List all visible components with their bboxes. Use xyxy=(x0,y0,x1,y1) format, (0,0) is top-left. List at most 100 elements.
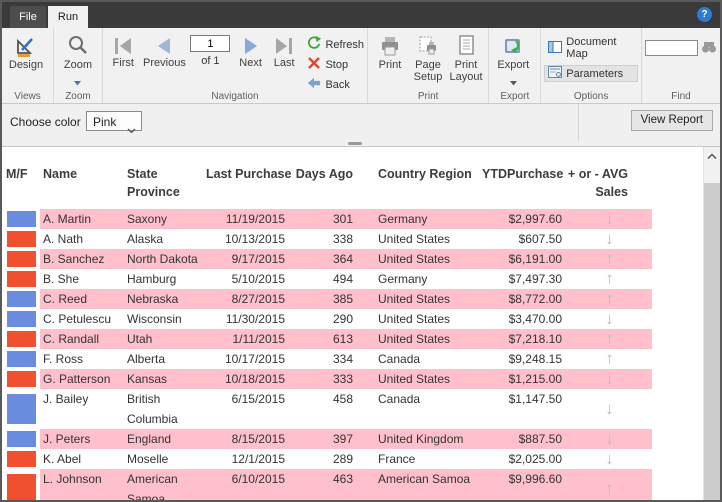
document-map-icon xyxy=(548,40,563,56)
parameter-divider xyxy=(578,104,579,140)
cell-country: United States xyxy=(354,289,482,309)
cell-name: L. Johnson xyxy=(40,469,124,500)
cell-days_ago: 338 xyxy=(332,232,353,246)
color-dropdown-value: Pink xyxy=(93,115,117,129)
parameter-splitter[interactable] xyxy=(2,140,720,147)
mf-cell xyxy=(6,429,40,449)
trend-up-icon: ↑ xyxy=(567,469,652,500)
report-viewport: M/F Name State Province Last Purchase Days Ag… xyxy=(2,147,703,500)
print-layout-button[interactable]: Print Layout xyxy=(447,31,485,83)
refresh-button[interactable]: Refresh xyxy=(307,36,364,53)
ribbon: Design Views Zoom Zoom First xyxy=(2,28,720,104)
page-setup-icon xyxy=(416,33,440,59)
print-layout-icon xyxy=(454,33,478,59)
zoom-icon xyxy=(66,33,90,59)
mf-cell xyxy=(6,329,40,349)
back-button[interactable]: Back xyxy=(307,76,364,93)
cell-state: British Columbia xyxy=(127,392,178,426)
cell-name: J. Peters xyxy=(40,429,124,449)
report-table-body: A. Martin Saxony 11/19/2015 301 Germany $2,99… xyxy=(6,209,652,500)
trend-up-icon: ↑ xyxy=(605,269,614,288)
cell-ytd: $607.50 xyxy=(518,232,562,246)
stop-button[interactable]: Stop xyxy=(307,56,364,73)
scroll-up-button[interactable] xyxy=(704,147,720,164)
parameters-toggle[interactable]: Parameters xyxy=(544,65,638,82)
cell-ytd: $9,996.60 xyxy=(482,469,567,500)
table-row: C. Reed Nebraska 8/27/2015 385 United States… xyxy=(6,289,652,309)
page-setup-button[interactable]: Page Setup xyxy=(409,31,447,83)
table-row: C. Randall Utah 1/11/2015 613 United States $… xyxy=(6,329,652,349)
table-row: K. Abel Moselle 12/1/2015 289 France $2,025.0… xyxy=(6,449,652,469)
trend-up-icon: ↑ xyxy=(605,349,614,368)
ribbon-group-navigation: First Previous of 1 Next xyxy=(103,28,368,103)
document-map-label: Document Map xyxy=(566,36,617,60)
gender-color-swatch xyxy=(7,451,36,467)
cell-country: United States xyxy=(354,369,482,389)
back-label: Back xyxy=(325,78,350,91)
vertical-scrollbar[interactable] xyxy=(703,147,720,500)
print-icon xyxy=(378,33,402,59)
cell-country: Germany xyxy=(354,209,482,229)
cell-state: Alaska xyxy=(127,232,164,246)
cell-last_purchase: 10/13/2015 xyxy=(224,232,285,246)
ribbon-group-zoom: Zoom Zoom xyxy=(54,28,103,103)
cell-state: Hamburg xyxy=(127,272,177,286)
gender-color-swatch xyxy=(7,211,36,227)
previous-page-label: Previous xyxy=(143,57,186,69)
find-icon[interactable] xyxy=(701,40,717,59)
trend-down-icon: ↓ xyxy=(567,369,652,389)
cell-last_purchase: 9/17/2015 xyxy=(206,249,288,269)
refresh-icon xyxy=(307,36,322,53)
cell-country: United States xyxy=(378,312,451,326)
color-dropdown[interactable]: Pink xyxy=(86,111,142,134)
cell-days_ago: 458 xyxy=(332,392,353,406)
gender-color-swatch xyxy=(7,271,36,287)
cell-last_purchase: 5/10/2015 xyxy=(231,272,285,286)
cell-last_purchase: 6/15/2015 xyxy=(231,392,285,406)
group-label-find: Find xyxy=(671,91,691,102)
cell-ytd: $2,025.00 xyxy=(508,452,562,466)
tab-run[interactable]: Run xyxy=(48,6,88,28)
last-page-button[interactable]: Last xyxy=(269,31,300,69)
cell-state: Alberta xyxy=(127,352,166,366)
cell-days_ago: 613 xyxy=(288,329,354,349)
view-report-button[interactable]: View Report xyxy=(630,110,713,131)
design-button-label: Design xyxy=(8,59,44,71)
print-button[interactable]: Print xyxy=(371,31,409,71)
chevron-down-icon[interactable] xyxy=(74,73,82,91)
cell-state: Utah xyxy=(124,329,206,349)
mf-cell xyxy=(6,349,40,369)
find-input[interactable] xyxy=(645,40,698,56)
cell-ytd: $6,191.00 xyxy=(482,249,567,269)
gender-color-swatch xyxy=(7,371,36,387)
previous-page-button[interactable]: Previous xyxy=(140,31,188,69)
gender-color-swatch xyxy=(7,311,36,327)
cell-last_purchase: 6/10/2015 xyxy=(206,469,288,500)
page-number-input[interactable] xyxy=(190,35,231,52)
next-page-button[interactable]: Next xyxy=(232,31,268,69)
scrollbar-thumb[interactable] xyxy=(704,183,720,500)
tab-file[interactable]: File xyxy=(10,6,46,28)
document-map-toggle[interactable]: Document Map xyxy=(544,35,638,61)
cell-last_purchase: 1/11/2015 xyxy=(206,329,288,349)
report-table: M/F Name State Province Last Purchase Days Ag… xyxy=(6,161,652,500)
page-setup-button-label: Page Setup xyxy=(413,59,443,83)
gender-color-swatch xyxy=(7,394,36,424)
cell-days_ago: 494 xyxy=(332,272,353,286)
column-header: Name xyxy=(43,167,78,181)
cell-days_ago: 385 xyxy=(288,289,354,309)
first-page-button[interactable]: First xyxy=(106,31,141,69)
design-button[interactable]: Design xyxy=(5,31,47,71)
cell-days_ago: 364 xyxy=(288,249,354,269)
export-button[interactable]: Export xyxy=(492,31,534,91)
mf-cell xyxy=(6,449,40,469)
gender-color-swatch xyxy=(7,351,36,367)
help-icon[interactable]: ? xyxy=(697,7,712,22)
trend-up-icon: ↑ xyxy=(567,289,652,309)
group-label-views: Views xyxy=(14,91,41,102)
refresh-label: Refresh xyxy=(325,38,364,51)
zoom-button[interactable]: Zoom xyxy=(57,31,99,91)
mf-cell xyxy=(6,469,40,500)
chevron-down-icon[interactable] xyxy=(509,73,517,91)
